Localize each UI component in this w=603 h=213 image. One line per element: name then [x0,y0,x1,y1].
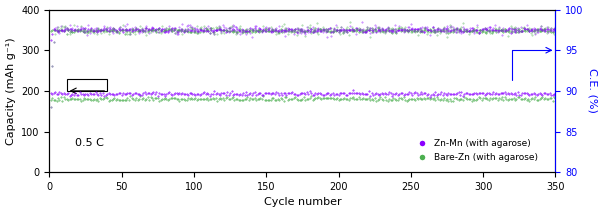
Legend: Zn-Mn (with agarose), Bare-Zn (with agarose): Zn-Mn (with agarose), Bare-Zn (with agar… [411,137,541,164]
X-axis label: Cycle number: Cycle number [264,197,341,207]
Y-axis label: C.E. (%): C.E. (%) [587,68,598,113]
Y-axis label: Capacity (mAh g⁻¹): Capacity (mAh g⁻¹) [5,37,16,145]
Text: 0.5 C: 0.5 C [75,138,104,148]
